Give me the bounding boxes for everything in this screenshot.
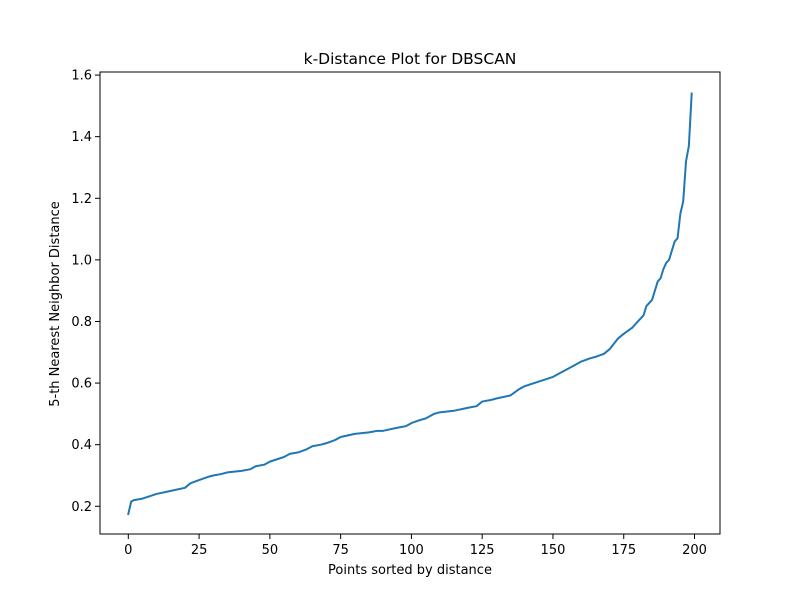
y-axis-label: 5-th Nearest Neighbor Distance [48,201,63,407]
y-tick-label: 0.4 [71,438,92,453]
x-tick-label: 175 [611,543,636,558]
axes-frame [99,71,721,535]
chart-title: k-Distance Plot for DBSCAN [304,50,517,68]
x-axis-label: Points sorted by distance [328,563,492,578]
x-tick-label: 125 [470,543,495,558]
series-line-0 [127,92,693,516]
y-tick-label: 0.8 [71,315,92,330]
axis-ticks: 0 25 50 75 100 125 150 175 200 0.2 0.4 0.6 0.8 1.0 1.2… [71,69,707,558]
y-tick-label: 1.2 [71,192,92,207]
y-tick-label: 1.6 [71,69,92,84]
x-tick-label: 100 [399,543,424,558]
y-tick-label: 1.0 [71,253,92,268]
x-tick-label: 0 [124,543,132,558]
y-tick-label: 0.6 [71,377,92,392]
y-tick-label: 1.4 [71,130,92,145]
x-tick-label: 25 [191,543,208,558]
x-tick-label: 200 [682,543,707,558]
plot-area [99,71,721,535]
y-tick-label: 0.2 [71,500,92,515]
x-tick-label: 50 [262,543,279,558]
x-tick-label: 150 [541,543,566,558]
x-tick-label: 75 [332,543,349,558]
